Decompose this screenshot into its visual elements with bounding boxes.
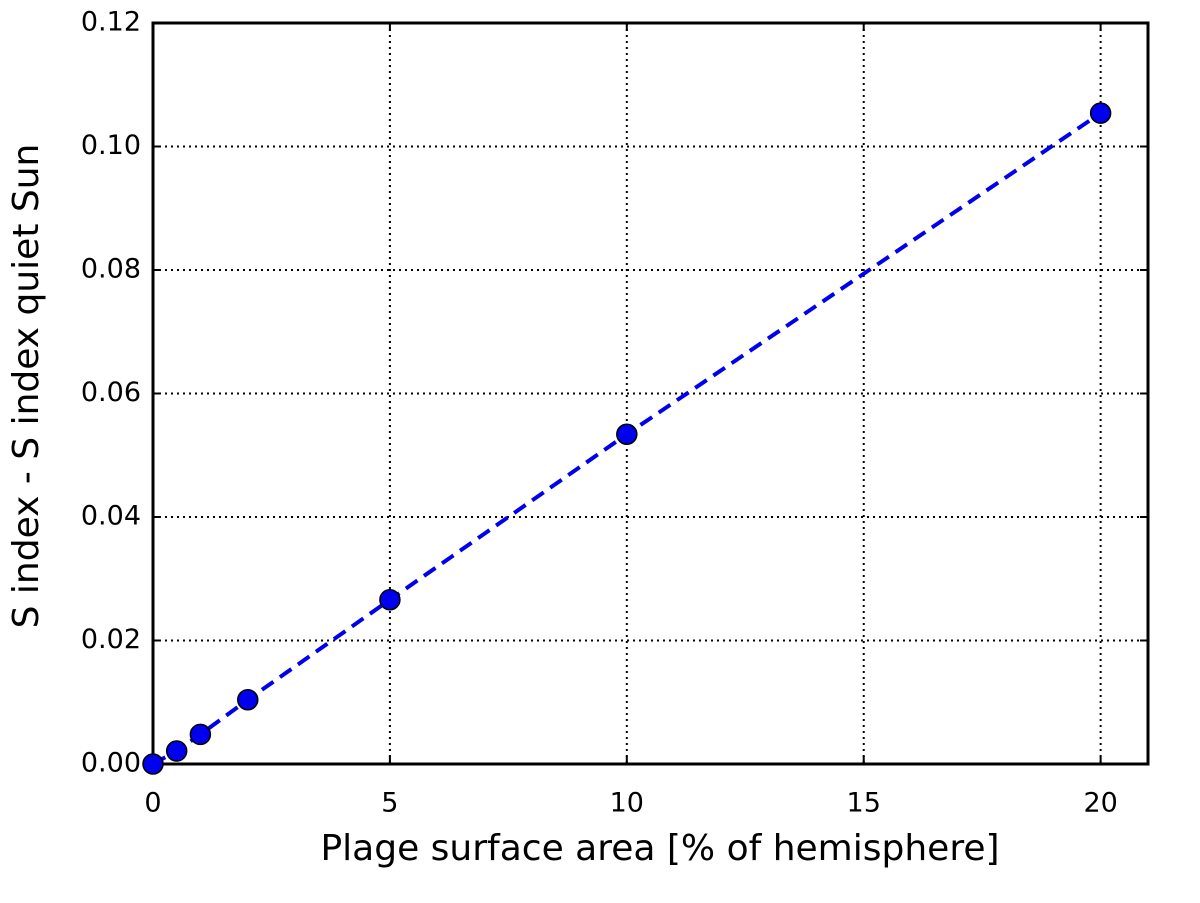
y-tick-label: 0.00 — [81, 748, 141, 779]
y-axis-label: S index - S index quiet Sun — [6, 144, 47, 629]
y-tick-label: 0.12 — [81, 7, 141, 38]
x-axis-label: Plage surface area [% of hemisphere] — [320, 828, 999, 869]
y-tick-label: 0.02 — [81, 624, 141, 655]
x-tick-label: 0 — [144, 788, 161, 819]
data-point — [142, 753, 164, 775]
data-point — [165, 740, 188, 762]
x-tick-label: 5 — [381, 788, 398, 819]
y-tick-label: 0.08 — [81, 254, 141, 285]
x-tick-label: 20 — [1083, 788, 1117, 819]
data-point — [616, 423, 638, 446]
data-point — [1089, 102, 1112, 124]
x-tick-label: 15 — [847, 788, 881, 819]
y-tick-label: 0.04 — [81, 501, 141, 532]
y-tick-label: 0.10 — [81, 130, 141, 161]
data-point — [189, 723, 212, 746]
y-tick-label: 0.06 — [81, 377, 141, 408]
x-tick-label: 10 — [610, 788, 644, 819]
data-point — [379, 588, 401, 611]
plot-frame — [151, 21, 1150, 766]
data-point — [237, 689, 259, 711]
